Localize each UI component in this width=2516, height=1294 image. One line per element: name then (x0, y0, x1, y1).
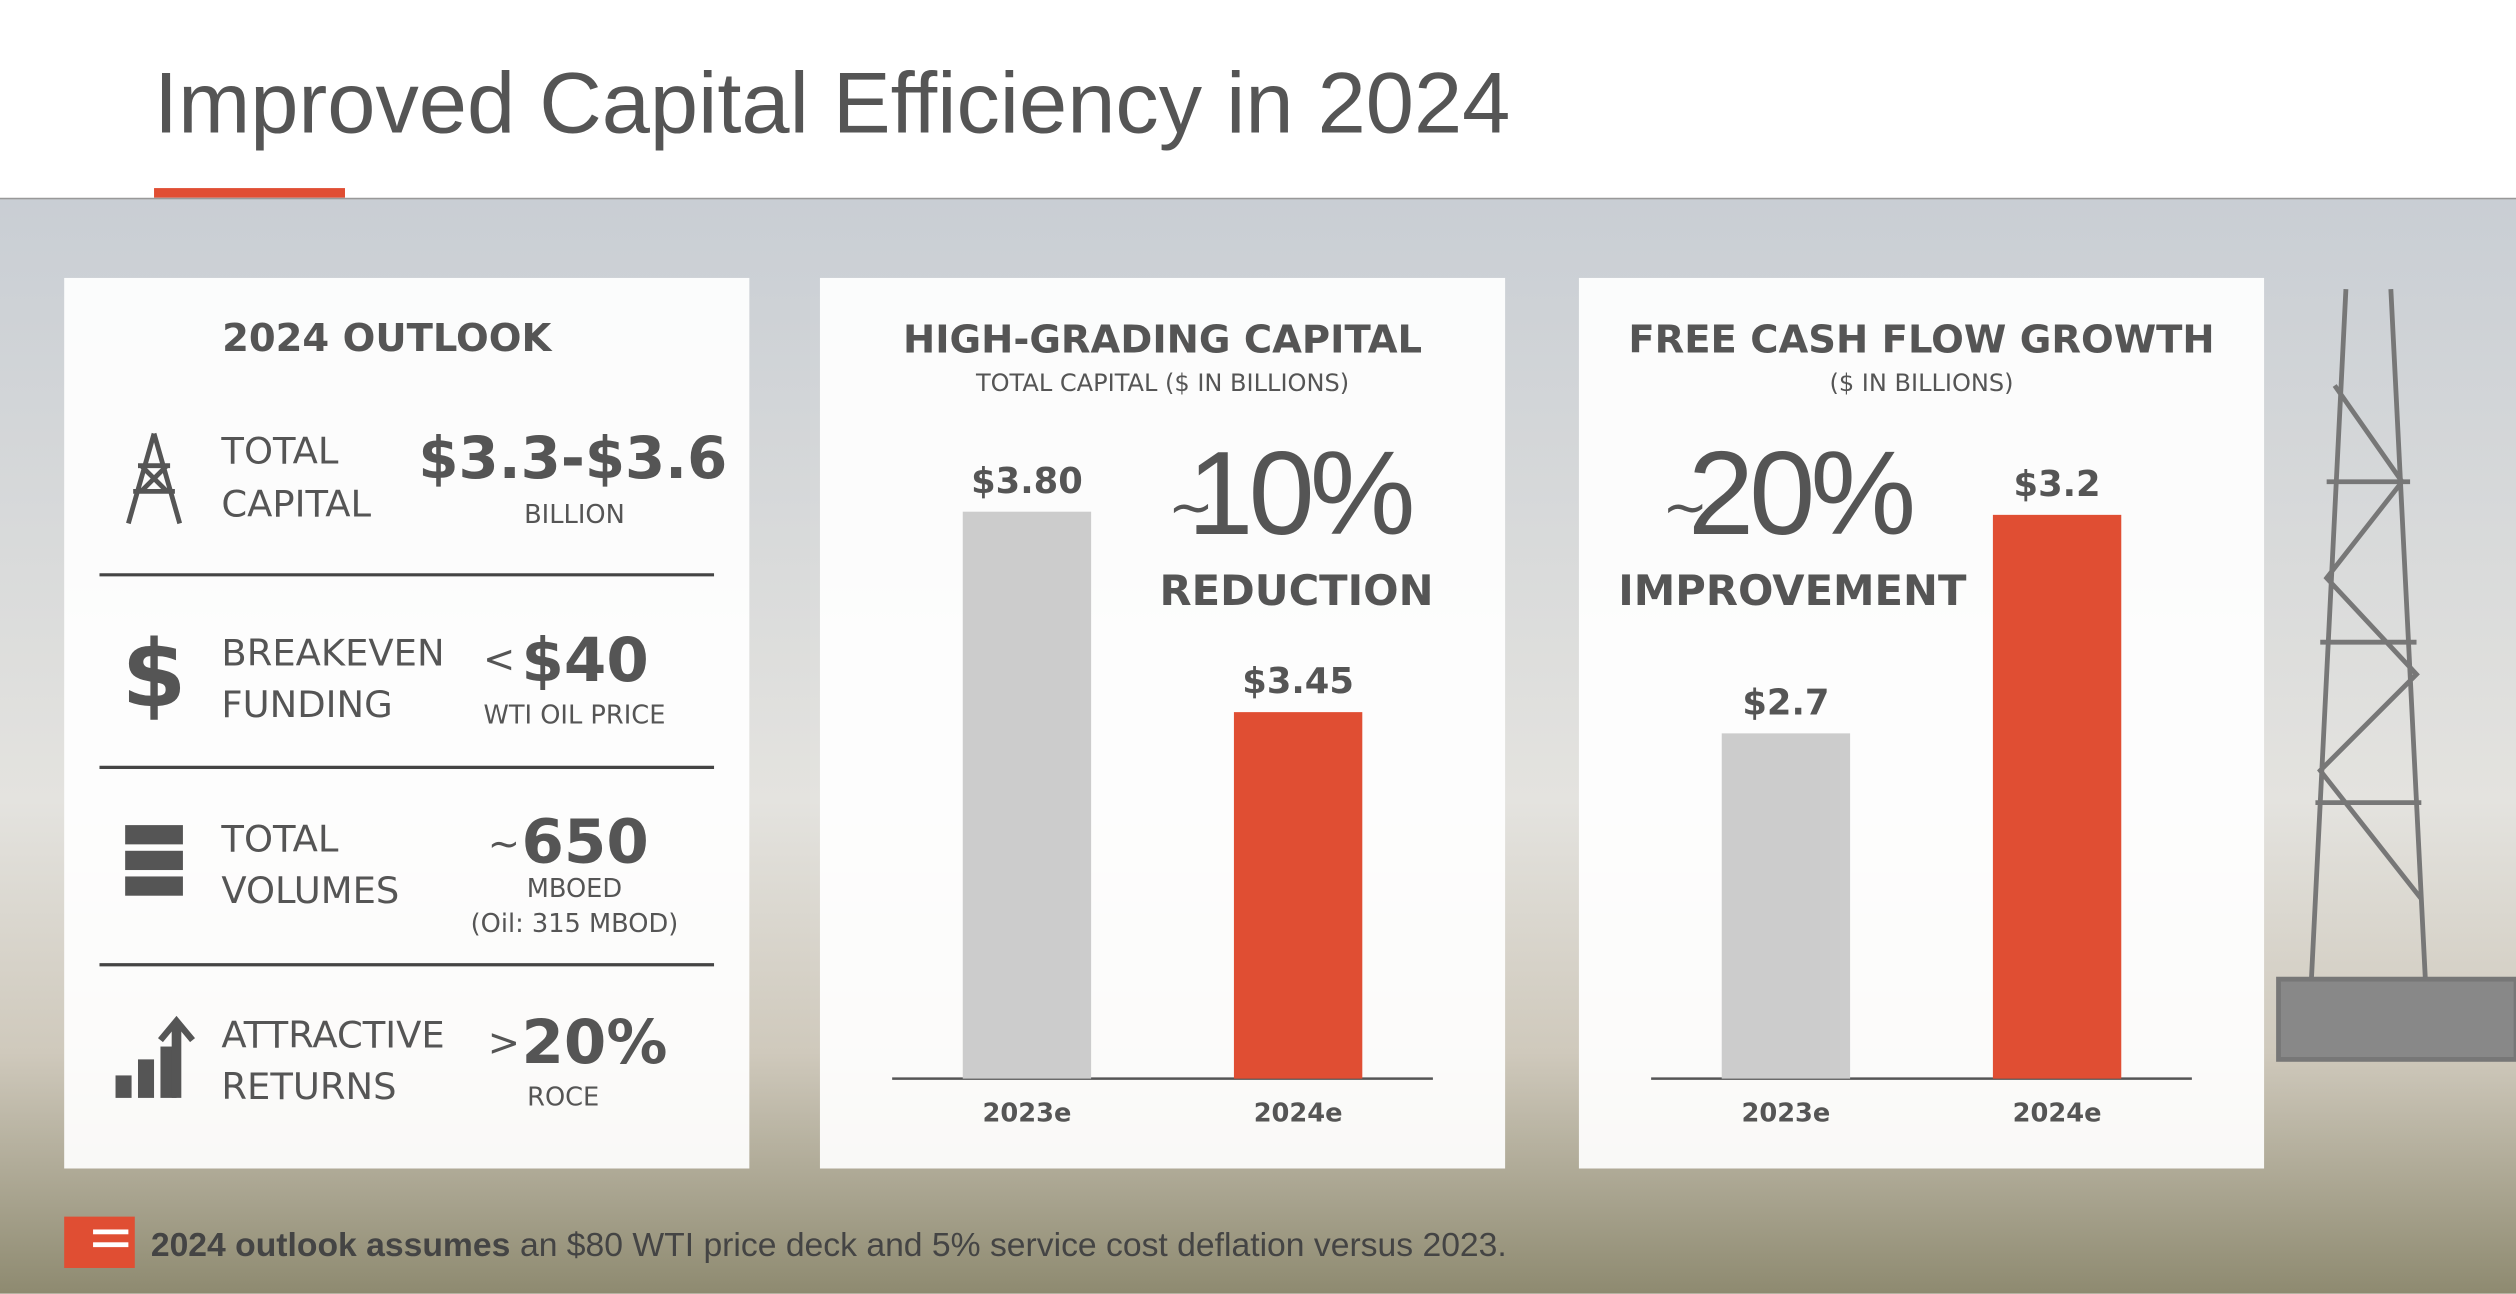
row-prefix: < (483, 637, 515, 682)
row-value: 20% (521, 1007, 667, 1078)
dollar-icon: $ (122, 620, 187, 728)
footnote-bold: 2024 outlook assumes (151, 1227, 510, 1264)
category-label: 2023e (1742, 1098, 1831, 1128)
category-label: 2024e (2013, 1098, 2102, 1128)
icons: $ (115, 432, 196, 1098)
category-label: 2023e (983, 1098, 1072, 1128)
drilling-rig (2276, 289, 2516, 1062)
title-accent (154, 188, 345, 198)
chart-subtitle: ($ IN BILLIONS) (1829, 369, 2013, 397)
row-label: ATTRACTIVE (221, 1013, 444, 1056)
annotation-label: IMPROVEMENT (1618, 566, 1967, 615)
chart-panel (819, 277, 1506, 1169)
category-label: 2024e (1254, 1098, 1343, 1128)
annotation-value: 20% (1688, 428, 1912, 560)
annotation-symbol: ~ (1168, 475, 1214, 539)
row-label: CAPITAL (221, 482, 371, 525)
value-label: $2.7 (1742, 682, 1829, 723)
chart-title: FREE CASH FLOW GROWTH (1628, 318, 2214, 363)
row-prefix: > (488, 1020, 520, 1065)
bar (962, 511, 1092, 1079)
bar (1992, 514, 2122, 1079)
row-unit: ROCE (527, 1082, 599, 1112)
bar (1233, 712, 1363, 1079)
footnote-text: an $80 WTI price deck and 5% service cos… (520, 1227, 1507, 1264)
row-label: TOTAL (220, 818, 338, 861)
footnote-icon (64, 1216, 135, 1268)
chart-title: HIGH-GRADING CAPITAL (903, 318, 1422, 363)
value-label: $3.45 (1242, 661, 1354, 702)
outlook-heading: 2024 OUTLOOK (222, 316, 552, 361)
row-unit: MBOED (527, 874, 622, 904)
annotation-label: REDUCTION (1160, 566, 1434, 615)
row-label: RETURNS (221, 1065, 396, 1108)
slide-title: Improved Capital Efficiency in 2024 (154, 55, 1510, 151)
row-value: $3.3-$3.6 (418, 424, 727, 492)
value-label: $3.80 (971, 461, 1083, 502)
chart-subtitle: TOTAL CAPITAL ($ IN BILLIONS) (975, 369, 1349, 397)
footnote: 2024 outlook assumes an $80 WTI price dec… (151, 1227, 1507, 1264)
row-prefix: ~ (488, 821, 520, 866)
value-label: $3.2 (2014, 464, 2101, 505)
row-value: 650 (521, 807, 648, 878)
row-labels: TOTAL CAPITAL BREAKEVEN FUNDING TOTAL VO… (220, 429, 444, 1107)
annotation-value: 10% (1187, 428, 1411, 560)
chart-panel (1578, 277, 2265, 1169)
row-label: VOLUMES (221, 869, 399, 912)
row-value: $40 (521, 625, 648, 696)
row-note: (Oil: 315 MBOD) (471, 909, 679, 939)
bar (1721, 733, 1851, 1079)
separators (99, 573, 715, 967)
annotation-symbol: ~ (1662, 475, 1708, 539)
row-unit: WTI OIL PRICE (483, 700, 665, 730)
row-label: FUNDING (221, 683, 392, 726)
row-label: BREAKEVEN (221, 632, 444, 675)
row-label: TOTAL (220, 429, 338, 472)
row-unit: BILLION (524, 500, 625, 530)
